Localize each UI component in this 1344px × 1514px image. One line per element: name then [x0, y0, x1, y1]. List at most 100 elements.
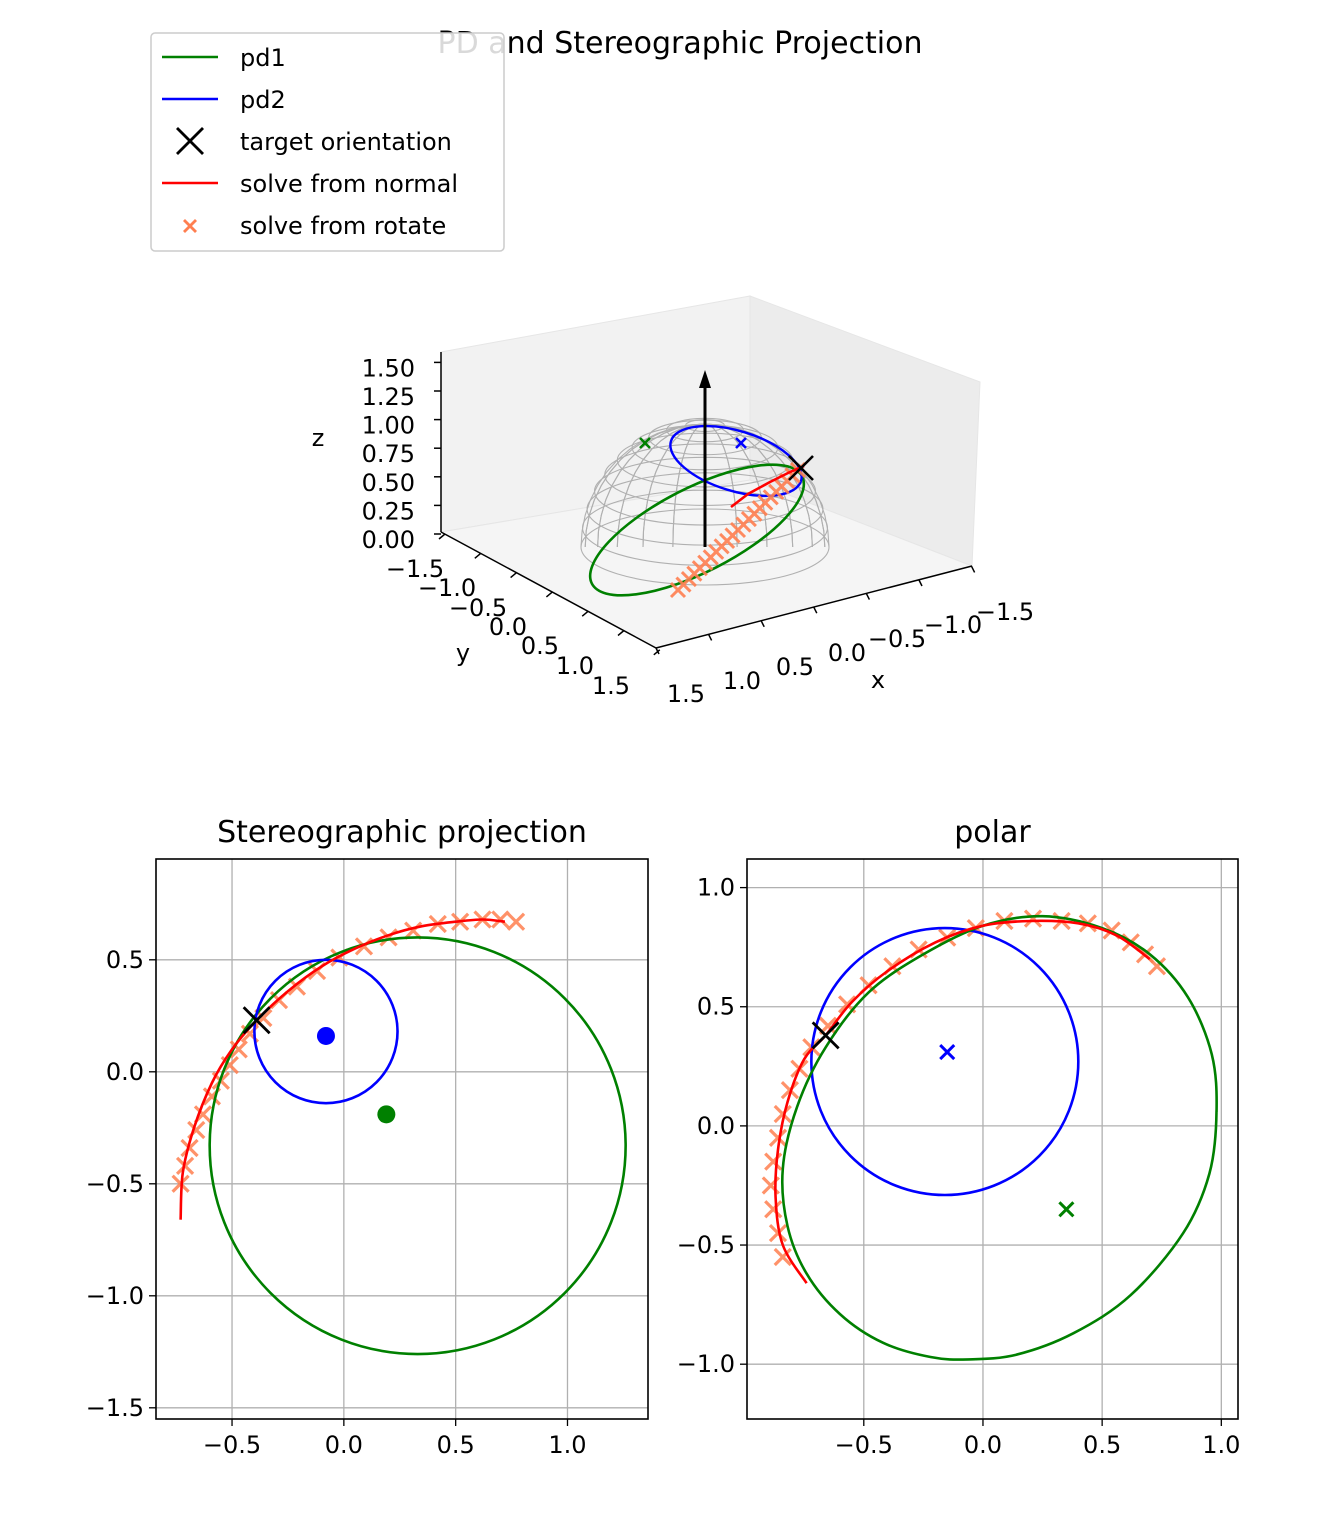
- x-tick-label: 0.5: [437, 1431, 475, 1459]
- legend-target-label: target orientation: [240, 128, 452, 156]
- x-tick-label: 0.0: [325, 1431, 363, 1459]
- x-tick-label: −1.0: [924, 611, 982, 639]
- solve-from-rotate-marker: [180, 1138, 199, 1158]
- y-tick-label: 0.5: [697, 993, 735, 1021]
- pd2-circle: [810, 926, 1080, 1197]
- solve-from-rotate-marker: [1147, 957, 1167, 976]
- x-tick-label: −0.5: [203, 1431, 261, 1459]
- y-tick-label: −1.5: [386, 555, 444, 583]
- z-axis-label: z: [312, 424, 325, 452]
- y-tick-mark: [438, 533, 446, 540]
- solve-from-rotate-marker: [773, 1104, 792, 1124]
- target-orientation-marker: [242, 1006, 271, 1035]
- solve-from-normal-3d: [730, 464, 805, 509]
- stereographic-projection-plot: Stereographic projection −0.5 0.0 0.5 1.0 0.5…: [86, 815, 649, 1459]
- legend: pd1 pd2 target orientation solve from no…: [150, 32, 505, 252]
- z-tick-label: 0.50: [362, 469, 415, 497]
- y-tick-label: 1.5: [592, 672, 630, 700]
- y-tick-label: 1.0: [556, 652, 594, 680]
- x-tick-mark: [918, 579, 923, 587]
- x-axis-line: [655, 565, 973, 649]
- x-tick-label: 0.5: [776, 653, 814, 681]
- pd2-pole-3d: [735, 437, 747, 449]
- legend-frame: [150, 32, 505, 252]
- pd1-pole-3d: [639, 437, 651, 449]
- x-tick-mark: [655, 647, 660, 655]
- legend-normal-label: solve from normal: [240, 170, 458, 198]
- solve-from-normal-curve: [774, 919, 1151, 1284]
- target-orientation-marker: [811, 1021, 840, 1050]
- z-tick-label: 1.25: [362, 383, 415, 411]
- y-tick-label: −0.5: [677, 1231, 735, 1259]
- y-tick-label: 0.0: [489, 613, 527, 641]
- legend-pd1-label: pd1: [240, 44, 286, 72]
- y-tick-label: −1.0: [86, 1282, 144, 1310]
- y-axis-line: [440, 531, 657, 649]
- plot-area: [171, 910, 627, 1356]
- y-tick-label: −0.5: [86, 1170, 144, 1198]
- y-axis-label: y: [456, 639, 470, 667]
- z-arrow-head: [699, 370, 711, 388]
- x-tick-mark: [865, 593, 871, 600]
- legend-pd2-label: pd2: [240, 86, 286, 114]
- x-tick-mark: [970, 566, 976, 573]
- solve-from-rotate-marker: [229, 1040, 248, 1059]
- y-tick-mark: [581, 610, 589, 617]
- z-tick-label: 0.75: [362, 440, 415, 468]
- solve-from-rotate-marker: [768, 1223, 788, 1243]
- y-tick-mark: [617, 629, 625, 637]
- y-tick-mark: [510, 572, 518, 579]
- solve-from-rotate-marker: [773, 1247, 792, 1267]
- x-tick-label: 1.0: [723, 667, 761, 695]
- target-orientation-3d: [788, 455, 814, 481]
- solve-from-rotate-marker: [768, 1128, 788, 1147]
- figure-title: PD and Stereographic Projection: [438, 26, 923, 61]
- y-tick-label: −0.5: [449, 594, 507, 622]
- pd2-pole-marker: [316, 1026, 335, 1045]
- x-tick-label: 1.0: [1202, 1431, 1240, 1459]
- y-tick-label: −1.0: [418, 574, 476, 602]
- x-tick-label: 0.0: [828, 639, 866, 667]
- x-tick-label: 0.0: [964, 1431, 1002, 1459]
- solve-from-rotate-marker: [404, 921, 423, 940]
- z-tick-label: 0.25: [362, 497, 415, 525]
- z-tick-label: 1.50: [362, 354, 415, 382]
- legend-target-swatch: [176, 127, 204, 155]
- legend-rotate-label: solve from rotate: [240, 212, 446, 240]
- pd1-pole-marker: [1058, 1201, 1075, 1218]
- pd2-circle: [253, 958, 399, 1105]
- x-tick-label: −1.5: [976, 598, 1034, 626]
- z-tick-label: 0.00: [362, 526, 415, 554]
- x-tick-label: 1.5: [667, 680, 705, 708]
- y-tick-label: 0.0: [106, 1058, 144, 1086]
- y-tick-mark: [474, 552, 482, 559]
- z-tick-label: 1.00: [362, 412, 415, 440]
- x-tick-label: 0.5: [1083, 1431, 1121, 1459]
- y-tick-label: −1.5: [86, 1394, 144, 1422]
- x-tick-label: 1.0: [548, 1431, 586, 1459]
- x-axis-label: x: [871, 666, 885, 694]
- y-tick-label: 1.0: [697, 874, 735, 902]
- solve-from-rotate-marker: [764, 1152, 783, 1171]
- y-tick-label: −1.0: [677, 1350, 735, 1378]
- solve-from-rotate-marker: [506, 912, 526, 931]
- axes-frame: [155, 858, 649, 1420]
- legend-rotate-swatch: [183, 219, 197, 233]
- x-tick-mark: [813, 606, 818, 614]
- y-tick-label: 0.5: [106, 946, 144, 974]
- y-tick-mark: [545, 591, 553, 598]
- x-tick-label: −0.5: [835, 1431, 893, 1459]
- z-ticks: 0.000.250.500.751.001.251.50: [362, 354, 441, 554]
- x-tick-mark: [760, 620, 765, 628]
- 3d-plot: 0.000.250.500.751.001.251.50 z −1.5−1.0−…: [312, 295, 1034, 708]
- y-tick-mark: [653, 649, 661, 656]
- y-tick-label: 0.5: [521, 632, 559, 660]
- pd2-circle-3d: [669, 424, 803, 498]
- pd1-circle: [208, 936, 627, 1356]
- solve-from-normal-curve: [179, 918, 506, 1220]
- x-ticks: 1.5 1.0 0.5 0.0 −0.5−1.0−1.5: [655, 566, 1034, 708]
- axes-frame: [746, 858, 1239, 1420]
- solve-from-rotate-marker: [491, 910, 510, 929]
- y-ticks: −1.5−1.0−0.50.00.51.01.5: [386, 533, 661, 700]
